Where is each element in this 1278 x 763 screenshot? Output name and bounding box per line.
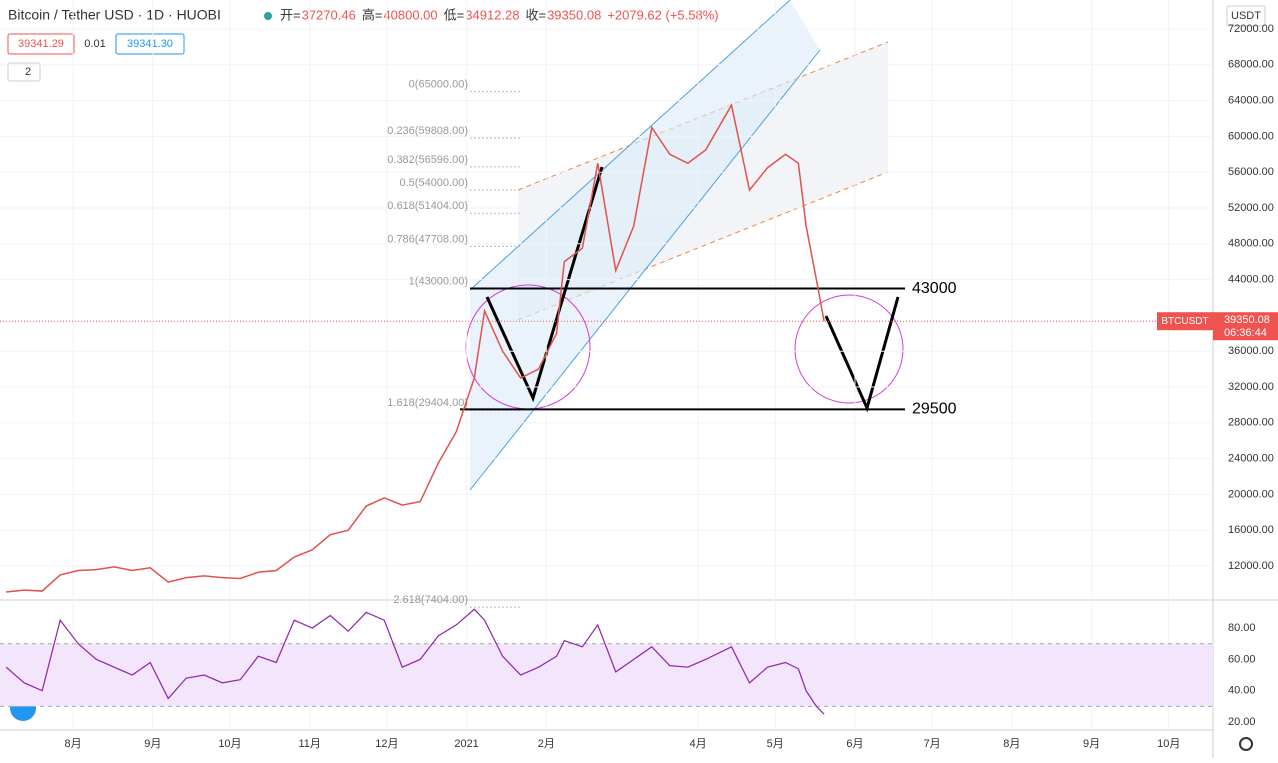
y-tick-label: 64000.00 <box>1228 95 1274 107</box>
y-tick-label: 52000.00 <box>1228 202 1274 214</box>
rsi-line <box>5 608 825 715</box>
ohlc-label: 收= <box>525 7 546 22</box>
currency-box[interactable] <box>1226 5 1266 27</box>
y-tick-label: 36000.00 <box>1228 345 1274 357</box>
ask: 39341.30 <box>127 38 173 50</box>
fib-label: 0.786(47708.00) <box>387 233 468 245</box>
arrow <box>824 296 900 413</box>
fib-label: 1.618(29404.00) <box>387 397 468 409</box>
y-tick-label: 60000.00 <box>1228 130 1274 142</box>
x-tick-label: 8月 <box>1003 738 1020 750</box>
status-dot <box>264 12 272 20</box>
channel-line <box>469 0 791 291</box>
x-tick-label: 9月 <box>144 738 161 750</box>
ohlc-value: 39350.08 <box>547 7 601 22</box>
x-tick-label: 10月 <box>218 738 241 750</box>
ohlc-value: 37270.46 <box>302 7 356 22</box>
price-tag-countdown: 06:36:44 <box>1224 327 1267 339</box>
y-tick-label: 40.00 <box>1228 685 1256 697</box>
x-tick-label: 11月 <box>298 738 320 750</box>
level-label: 29500 <box>912 401 957 418</box>
y-tick-label: 68000.00 <box>1228 59 1274 71</box>
y-tick-label: 72000.00 <box>1228 23 1274 35</box>
bid-box[interactable] <box>7 33 75 55</box>
y-tick-label: 32000.00 <box>1228 381 1274 393</box>
price-tag-symbol: BTCUSDT <box>1161 316 1208 327</box>
y-tick-label: 48000.00 <box>1228 238 1274 250</box>
ohlc-value: 40800.00 <box>383 7 437 22</box>
x-tick-label: 4月 <box>690 738 707 750</box>
indicator-toggle[interactable] <box>7 62 41 82</box>
ohlc-label: 低= <box>444 7 465 22</box>
price-line <box>6 102 825 593</box>
settings-icon[interactable] <box>1239 737 1253 751</box>
y-tick-label: 60.00 <box>1228 653 1256 665</box>
price-tag <box>1213 312 1278 341</box>
x-tick-label: 10月 <box>1157 738 1180 750</box>
ohlc-value: 34912.28 <box>465 7 519 22</box>
ohlc-value: +2079.62 (+5.58%) <box>607 7 718 22</box>
ohlc-label: 开= <box>280 7 301 22</box>
ask-box[interactable] <box>115 33 185 55</box>
y-tick-label: 28000.00 <box>1228 417 1274 429</box>
x-tick-label: 2月 <box>538 738 555 750</box>
y-tick-label: 80.00 <box>1228 622 1256 634</box>
ohlc-label: 高= <box>362 7 383 22</box>
y-tick-label: 20000.00 <box>1228 488 1274 500</box>
x-tick-label: 6月 <box>846 738 863 750</box>
indicator-count: 2 <box>25 66 31 78</box>
x-tick-label: 7月 <box>924 738 941 750</box>
y-tick-label: 16000.00 <box>1228 524 1274 536</box>
x-tick-label: 12月 <box>375 738 398 750</box>
y-tick-label: 56000.00 <box>1228 166 1274 178</box>
x-tick-label: 8月 <box>64 738 81 750</box>
fib-label: 0(65000.00) <box>409 79 468 91</box>
fib-label: 1(43000.00) <box>409 275 468 287</box>
x-tick-label: 2021 <box>454 738 478 750</box>
y-tick-label: 12000.00 <box>1228 560 1274 572</box>
x-tick-label: 5月 <box>767 738 784 750</box>
x-tick-label: 9月 <box>1083 738 1100 750</box>
fib-label: 0.236(59808.00) <box>387 125 468 137</box>
fib-label: 0.618(51404.00) <box>387 200 468 212</box>
spread: 0.01 <box>84 38 105 50</box>
y-tick-label: 44000.00 <box>1228 274 1274 286</box>
channel <box>470 0 820 490</box>
price-tag <box>1157 312 1213 331</box>
fib-label: 2.618(7404.00) <box>393 594 468 606</box>
rsi-band <box>0 643 1213 707</box>
y-tick-label: 24000.00 <box>1228 452 1274 464</box>
price-tag-price: 39350.08 <box>1224 314 1270 326</box>
circle-marker <box>794 294 904 404</box>
fib-label: 0.382(56596.00) <box>387 154 468 166</box>
channel-line <box>469 49 821 491</box>
level-label: 43000 <box>912 280 957 297</box>
currency: USDT <box>1231 10 1261 22</box>
bid: 39341.29 <box>18 38 64 50</box>
y-tick-label: 20.00 <box>1228 716 1256 728</box>
fib-label: 0.5(54000.00) <box>400 177 469 189</box>
symbol-title: Bitcoin / Tether USD · 1D · HUOBI <box>8 7 221 23</box>
